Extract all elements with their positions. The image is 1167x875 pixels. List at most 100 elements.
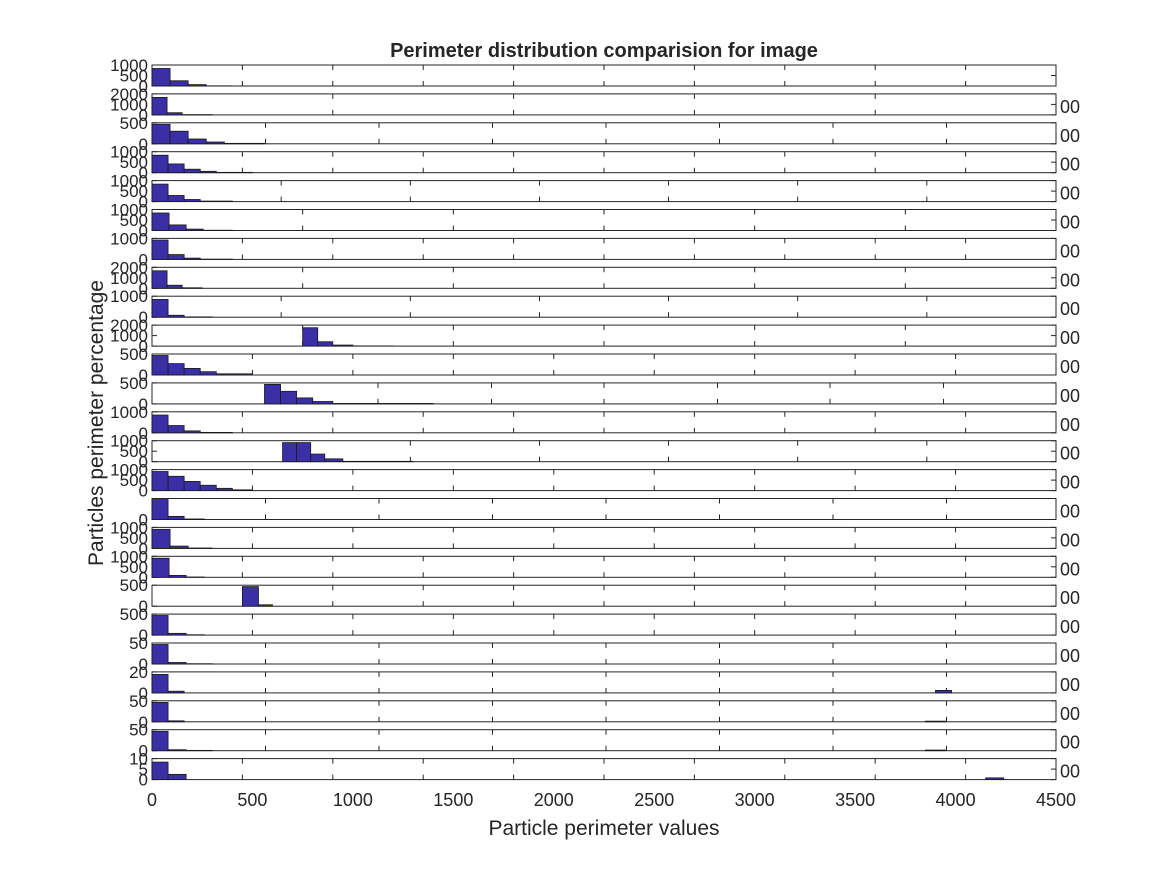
panel-16: 0 00 [139, 498, 1080, 530]
histogram-bar [167, 254, 185, 260]
x-axis-label: Particle perimeter values [488, 817, 719, 840]
histogram-bar [167, 163, 185, 174]
histogram-bar [332, 344, 354, 347]
histogram-bar [151, 299, 169, 318]
panel-frame [151, 498, 1057, 520]
panel-right-tick-label: 00 [1060, 328, 1080, 348]
panel-ytick-label: 0 [139, 164, 148, 183]
panel-ytick-label: 20 [129, 663, 148, 682]
panel-ytick-label: 1000 [110, 269, 148, 288]
panel-ytick-label: 1000 [110, 547, 148, 566]
histogram-bar [167, 662, 187, 665]
panel-right-tick-label: 00 [1060, 704, 1080, 724]
histogram-bar [151, 123, 171, 145]
panel-right-tick-label: 00 [1060, 415, 1080, 435]
panel-ytick-label: 0 [139, 655, 148, 674]
histogram-bar [151, 528, 171, 549]
panel-ytick-label: 1000 [110, 172, 148, 191]
histogram-bar [151, 471, 169, 492]
histogram-bar [183, 367, 201, 376]
histogram-bar [324, 458, 344, 463]
histogram-bar [264, 383, 281, 405]
panel-21: 500 00 [129, 634, 1080, 674]
panel-ytick-label: 1000 [110, 229, 148, 248]
panel-right-tick-label: 00 [1060, 617, 1080, 637]
x-axis: 0 500 1000 1500 2000 2500 3000 3500 4000 4500 [147, 790, 1076, 810]
panel-ytick-label: 0 [139, 713, 148, 732]
histogram-bar [151, 761, 169, 780]
histogram-bar [151, 239, 169, 260]
chart-title: Perimeter distribution comparision for i… [390, 40, 818, 62]
panel-frame [151, 93, 1057, 116]
panel-right-tick-label: 00 [1060, 733, 1080, 753]
histogram-bar [296, 442, 312, 463]
panel-ytick-label: 1000 [110, 461, 148, 480]
histogram-bar [280, 390, 298, 405]
histogram-bar [312, 401, 334, 405]
histogram-bar [199, 170, 217, 174]
histogram-bar [151, 68, 171, 87]
y-axis-label: Particles perimeter percentage [85, 280, 108, 566]
panel-right-tick-label: 00 [1060, 444, 1080, 464]
histogram-bar [151, 414, 169, 434]
panel-ytick-label: 500 [120, 605, 148, 624]
panel-ytick-label: 1000 [110, 56, 148, 75]
panel-right-tick-label: 00 [1060, 646, 1080, 666]
histogram-bar [151, 674, 169, 694]
panel-ytick-label: 0 [139, 106, 148, 125]
histogram-bar [151, 702, 169, 723]
panel-ytick-label: 0 [139, 337, 148, 356]
histogram-bar [167, 720, 185, 723]
histogram-bar [167, 363, 185, 376]
histogram-bar [151, 270, 168, 289]
panel-right-tick-label: 00 [1060, 675, 1080, 695]
panel-right-tick-label: 00 [1060, 270, 1080, 290]
histogram-bar [199, 200, 233, 202]
panel-right-tick-label: 00 [1060, 97, 1080, 117]
panel-frame [151, 729, 1057, 752]
histogram-bar [183, 481, 201, 492]
histogram-bar [151, 644, 169, 665]
histogram-bar [183, 168, 201, 174]
histogram-bar [183, 518, 205, 520]
x-tick-label: 0 [147, 790, 157, 810]
histogram-bar [151, 730, 169, 752]
panel-ytick-label: 0 [139, 77, 148, 96]
panel-ytick-label: 50 [129, 721, 148, 740]
panel-ytick-label: 0 [139, 539, 148, 558]
panel-right-tick-label: 00 [1060, 241, 1080, 261]
panel-ytick-label: 1000 [110, 518, 148, 537]
panel-ytick-label: 1000 [110, 327, 148, 346]
panel-right-tick-label: 00 [1060, 588, 1080, 608]
histogram-bar [166, 284, 183, 289]
histogram-bar [935, 689, 952, 694]
panel-ytick-label: 500 [120, 442, 148, 461]
panel-ytick-label: 10 [129, 750, 148, 769]
panel-ytick-label: 0 [139, 250, 148, 269]
histogram-bar [166, 112, 183, 116]
panel-ytick-label: 500 [120, 558, 148, 577]
histogram-bar [199, 371, 217, 376]
panel-ytick-label: 500 [120, 114, 148, 133]
panel-ytick-label: 0 [139, 597, 148, 616]
histogram-bar [151, 499, 169, 520]
histogram-bar [167, 515, 185, 520]
histogram-bar [169, 130, 189, 145]
panel-frame [151, 122, 1057, 145]
panel-ytick-label: 0 [139, 308, 148, 327]
panel-frame [151, 642, 1057, 665]
histogram-bar [167, 314, 185, 318]
panel-ytick-label: 0 [139, 626, 148, 645]
